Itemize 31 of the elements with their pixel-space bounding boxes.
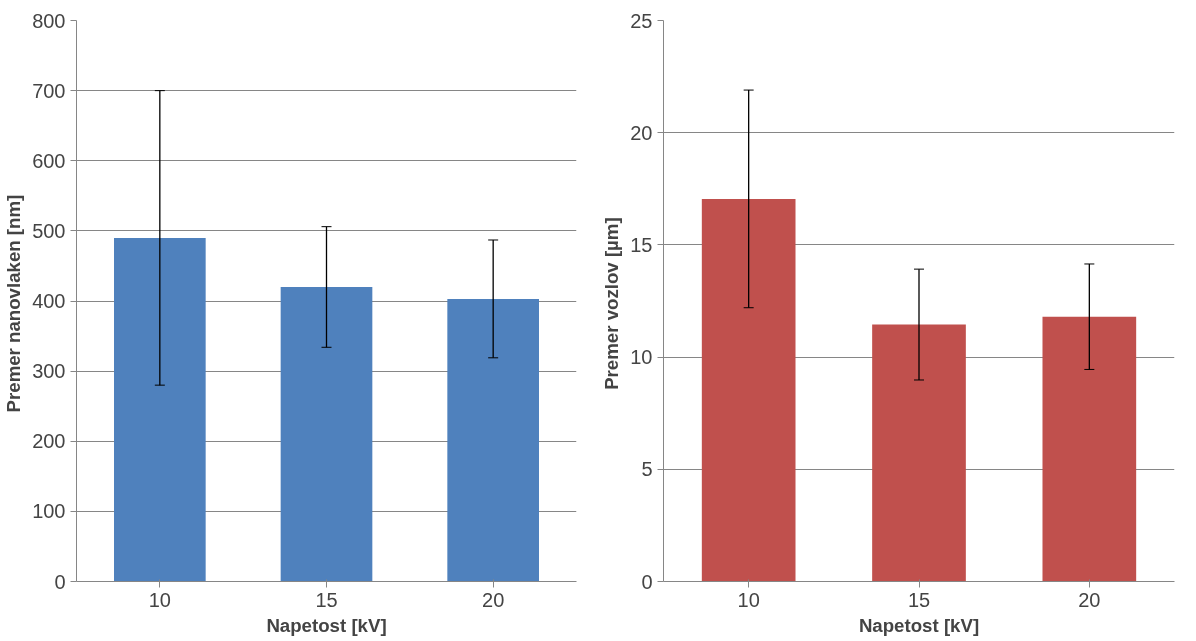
x-tick-label: 20 [1078, 588, 1101, 611]
y-axis-title: Premer nanovlaken [nm] [3, 194, 25, 413]
y-tick-label: 10 [630, 346, 653, 369]
y-tick-label: 0 [641, 570, 653, 593]
x-tick-label: 10 [737, 588, 760, 611]
y-tick-label: 15 [630, 233, 653, 256]
y-tick-label: 500 [32, 219, 66, 242]
y-axis-title: Premer vozlov [µm] [601, 217, 623, 390]
y-tick-label: 400 [32, 290, 66, 312]
y-tick-label: 300 [32, 360, 66, 383]
y-tick-label: 0 [54, 570, 66, 593]
bar [447, 298, 539, 582]
x-tick-label: 15 [315, 588, 338, 611]
bar [872, 324, 966, 582]
y-tick-label: 600 [32, 149, 66, 172]
y-tick-label: 800 [32, 9, 66, 32]
y-tick-label: 25 [630, 9, 653, 32]
x-axis-title: Napetost [kV] [858, 614, 980, 636]
x-axis-title: Napetost [kV] [266, 614, 387, 636]
bar [701, 198, 796, 582]
bar [114, 237, 206, 582]
bar [280, 286, 373, 582]
y-tick-label: 20 [630, 121, 653, 144]
y-tick-label: 100 [32, 500, 66, 523]
y-tick-label: 700 [32, 79, 66, 102]
y-tick-label: 200 [32, 430, 66, 453]
y-tick-label: 5 [641, 458, 653, 481]
bar [1042, 316, 1137, 582]
x-tick-label: 15 [907, 588, 931, 611]
x-tick-label: 10 [148, 588, 171, 611]
x-tick-label: 20 [482, 588, 505, 611]
